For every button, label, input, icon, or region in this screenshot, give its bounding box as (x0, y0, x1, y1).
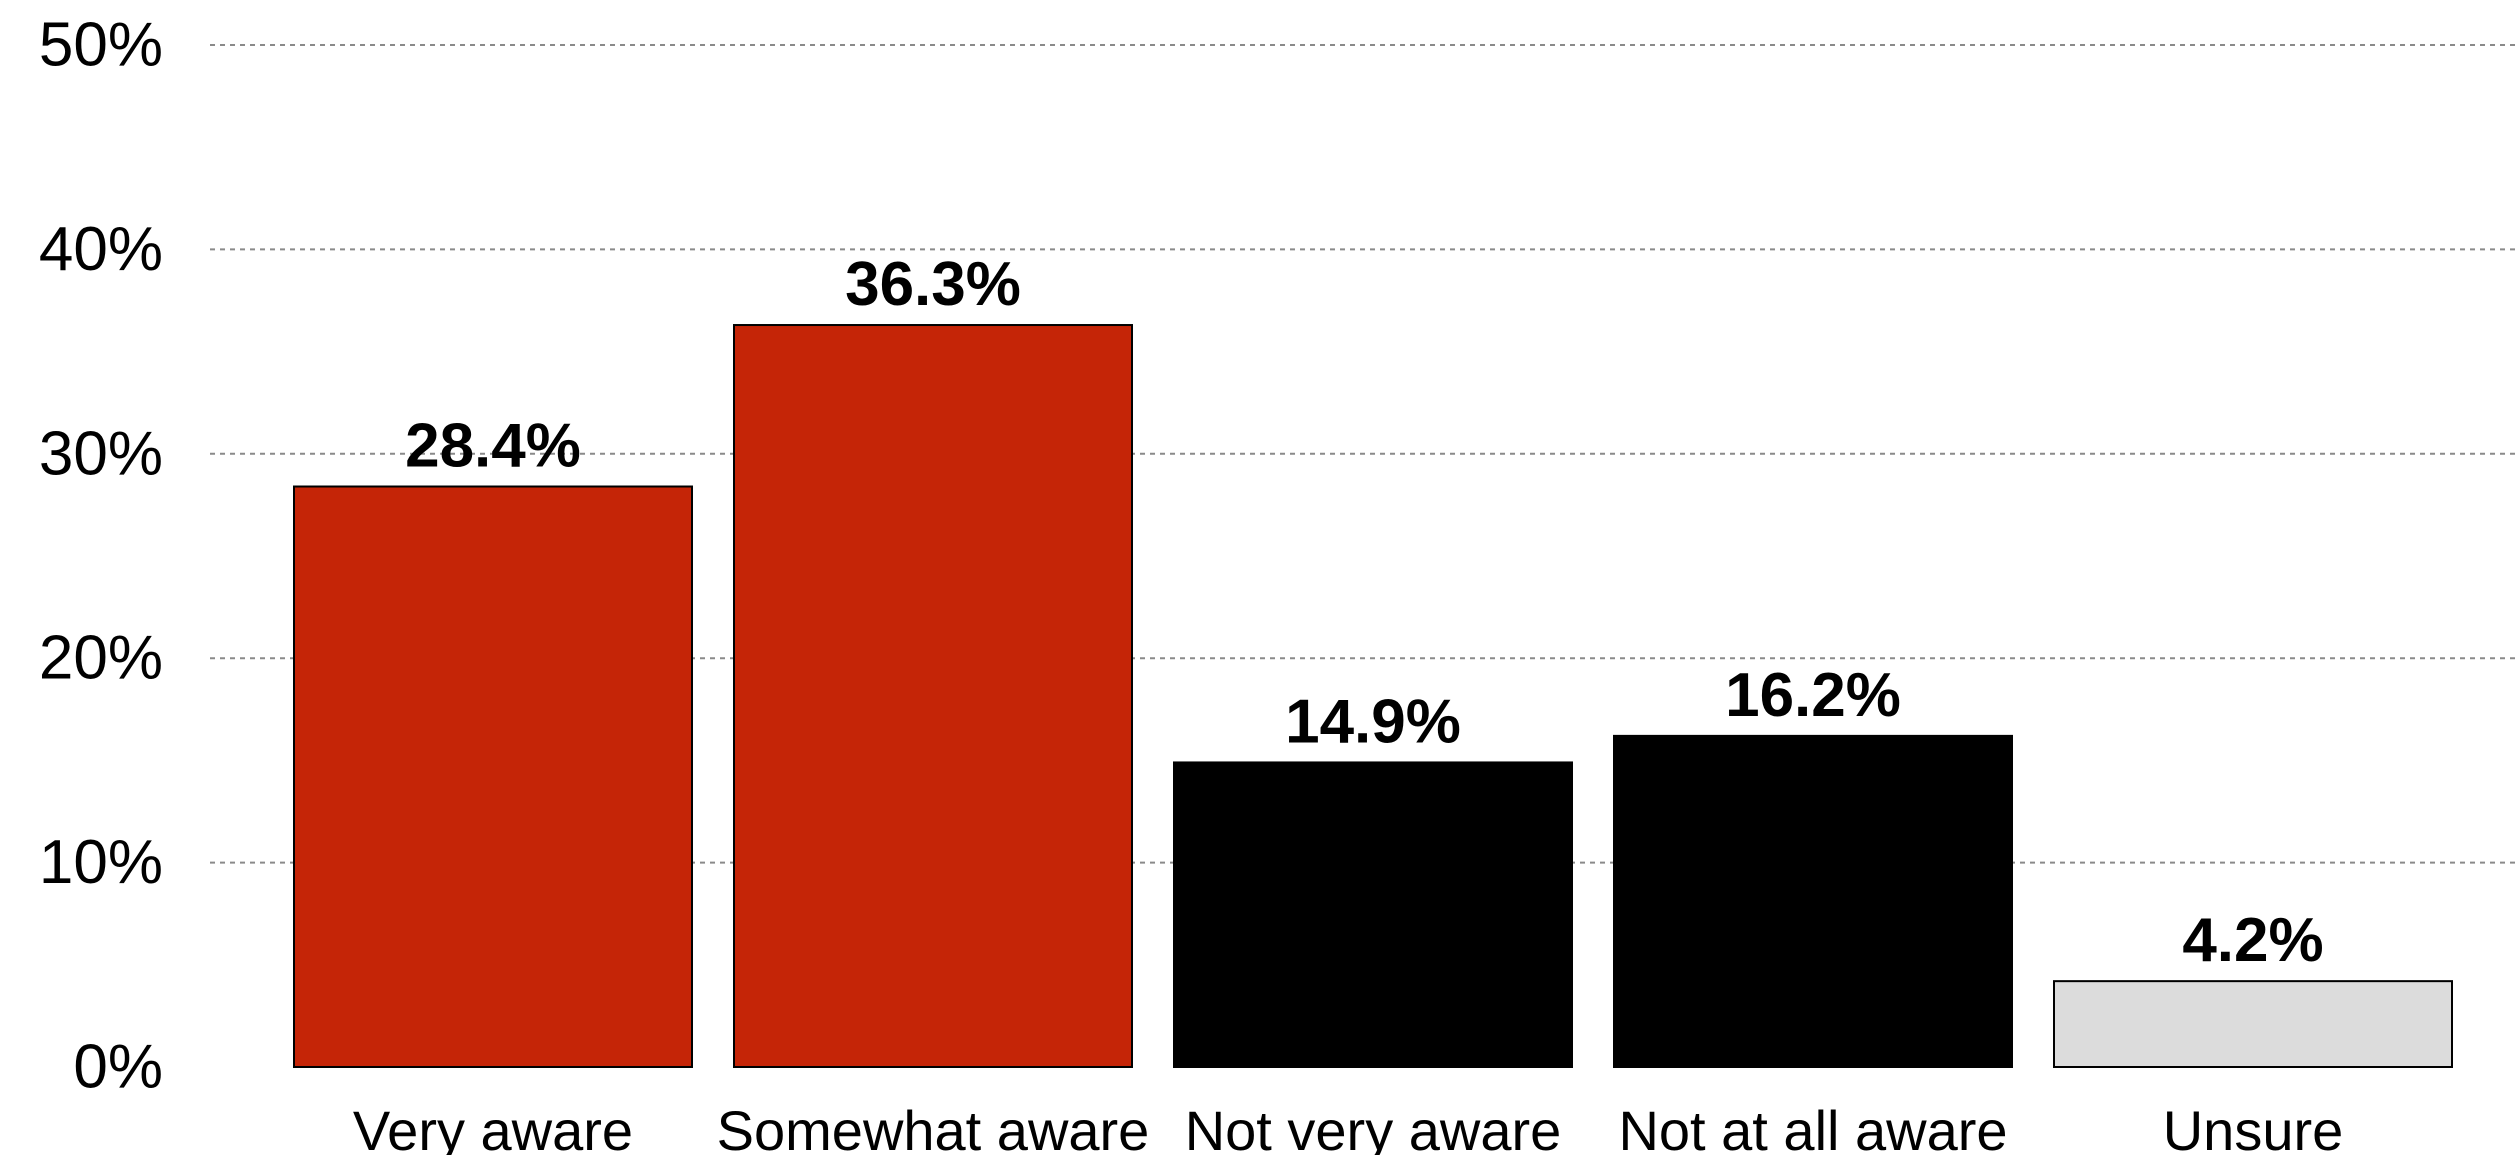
category-label: Not very aware (1185, 1099, 1562, 1155)
y-tick-label: 20% (39, 624, 163, 693)
bar-value-label: 4.2% (2182, 906, 2323, 975)
bar (1614, 736, 2012, 1067)
y-tick-label: 10% (39, 828, 163, 897)
y-tick-label: 50% (39, 11, 163, 80)
y-tick-label: 0% (73, 1033, 163, 1102)
category-label: Not at all aware (1618, 1099, 2007, 1155)
bar-value-label: 28.4% (405, 412, 581, 481)
category-label: Unsure (2163, 1099, 2344, 1155)
category-label: Very aware (353, 1099, 633, 1155)
bar (1174, 762, 1572, 1067)
bar-value-label: 16.2% (1725, 661, 1901, 730)
y-tick-label: 30% (39, 419, 163, 488)
bar-value-label: 14.9% (1285, 687, 1461, 756)
category-label: Somewhat aware (717, 1099, 1150, 1155)
category-labels: Very aware Somewhat aware Not very aware No… (353, 1099, 2343, 1155)
y-axis-tick-labels: 0% 10% 20% 30% 40% 50% (39, 11, 163, 1102)
bar (734, 325, 1132, 1067)
bar-value-label: 36.3% (845, 250, 1021, 319)
bar (2054, 981, 2452, 1067)
y-tick-label: 40% (39, 215, 163, 284)
bar (294, 487, 692, 1067)
